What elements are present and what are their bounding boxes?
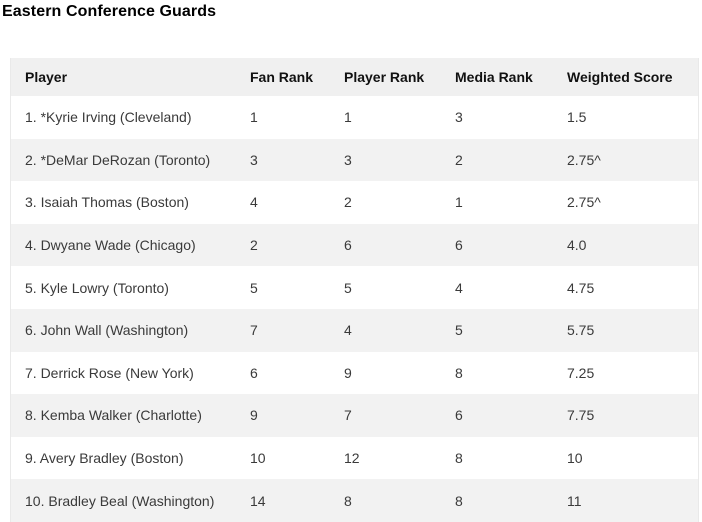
table-row: 5. Kyle Lowry (Toronto) 5 5 4 4.75 — [11, 266, 698, 309]
player-rank-cell: 6 — [344, 237, 352, 254]
media-rank-cell: 5 — [455, 322, 463, 339]
fan-rank-cell: 2 — [250, 237, 258, 254]
weighted-score-cell: 5.75 — [567, 322, 595, 339]
weighted-score-cell: 10 — [567, 450, 583, 467]
player-cell: 2. *DeMar DeRozan (Toronto) — [25, 151, 211, 168]
table-row: 9. Avery Bradley (Boston) 10 12 8 10 — [11, 436, 698, 480]
weighted-score-cell: 7.75 — [567, 407, 595, 424]
media-rank-cell: 6 — [455, 407, 463, 424]
fan-rank-cell: 4 — [250, 194, 258, 211]
table-row: 4. Dwyane Wade (Chicago) 2 6 6 4.0 — [11, 223, 698, 267]
page-title: Eastern Conference Guards — [2, 3, 217, 20]
media-rank-cell: 1 — [455, 194, 463, 211]
fan-rank-cell: 7 — [250, 322, 258, 339]
weighted-score-cell: 4.75 — [567, 279, 595, 296]
player-rank-cell: 12 — [344, 450, 360, 467]
player-cell: 1. *Kyrie Irving (Cleveland) — [25, 109, 192, 126]
player-cell: 6. John Wall (Washington) — [25, 322, 189, 339]
weighted-score-cell: 2.75^ — [567, 194, 601, 211]
table-row: 8. Kemba Walker (Charlotte) 9 7 6 7.75 — [11, 394, 698, 437]
player-rank-cell: 7 — [344, 407, 352, 424]
weighted-score-cell: 11 — [567, 492, 582, 509]
player-rank-cell: 5 — [344, 279, 352, 296]
column-header-media-rank: Media Rank — [455, 69, 533, 85]
column-header-weighted-score: Weighted Score — [567, 69, 673, 85]
column-header-player-rank: Player Rank — [344, 69, 425, 85]
fan-rank-cell: 9 — [250, 407, 258, 424]
player-cell: 10. Bradley Beal (Washington) — [25, 492, 215, 509]
player-rankings-table: Player Fan Rank Player Rank Media Rank W… — [10, 58, 699, 522]
player-rank-cell: 9 — [344, 364, 352, 381]
player-cell: 3. Isaiah Thomas (Boston) — [25, 194, 189, 211]
player-cell: 8. Kemba Walker (Charlotte) — [25, 407, 202, 424]
player-rank-cell: 1 — [344, 109, 352, 126]
table-row: 3. Isaiah Thomas (Boston) 4 2 1 2.75^ — [11, 181, 698, 224]
fan-rank-cell: 6 — [250, 364, 258, 381]
player-rank-cell: 8 — [344, 492, 352, 509]
weighted-score-cell: 1.5 — [567, 109, 587, 126]
media-rank-cell: 2 — [455, 151, 463, 168]
weighted-score-cell: 7.25 — [567, 364, 595, 381]
table-row: 6. John Wall (Washington) 7 4 5 5.75 — [11, 308, 698, 352]
column-header-player: Player — [25, 69, 68, 85]
table-header-row: Player Fan Rank Player Rank Media Rank W… — [11, 58, 698, 96]
media-rank-cell: 8 — [455, 364, 463, 381]
fan-rank-cell: 14 — [250, 492, 266, 509]
media-rank-cell: 6 — [455, 237, 463, 254]
player-cell: 4. Dwyane Wade (Chicago) — [25, 237, 196, 254]
fan-rank-cell: 3 — [250, 151, 258, 168]
media-rank-cell: 8 — [455, 492, 463, 509]
column-header-fan-rank: Fan Rank — [250, 69, 314, 85]
fan-rank-cell: 1 — [250, 109, 258, 126]
player-cell: 5. Kyle Lowry (Toronto) — [25, 279, 169, 296]
weighted-score-cell: 4.0 — [567, 237, 587, 254]
player-cell: 7. Derrick Rose (New York) — [25, 364, 194, 381]
player-rank-cell: 3 — [344, 151, 352, 168]
table-row: 1. *Kyrie Irving (Cleveland) 1 1 3 1.5 — [11, 96, 698, 139]
table-row: 10. Bradley Beal (Washington) 14 8 8 11 — [11, 479, 698, 522]
table-row: 7. Derrick Rose (New York) 6 9 8 7.25 — [11, 351, 698, 395]
weighted-score-cell: 2.75^ — [567, 151, 601, 168]
table-row: 2. *DeMar DeRozan (Toronto) 3 3 2 2.75^ — [11, 138, 698, 182]
player-rank-cell: 4 — [344, 322, 352, 339]
media-rank-cell: 3 — [455, 109, 463, 126]
fan-rank-cell: 10 — [250, 450, 266, 467]
table-body: 1. *Kyrie Irving (Cleveland) 1 1 3 1.5 2. *De… — [11, 96, 698, 522]
media-rank-cell: 8 — [455, 450, 463, 467]
media-rank-cell: 4 — [455, 279, 463, 296]
player-cell: 9. Avery Bradley (Boston) — [25, 450, 184, 467]
player-rank-cell: 2 — [344, 194, 352, 211]
fan-rank-cell: 5 — [250, 279, 258, 296]
